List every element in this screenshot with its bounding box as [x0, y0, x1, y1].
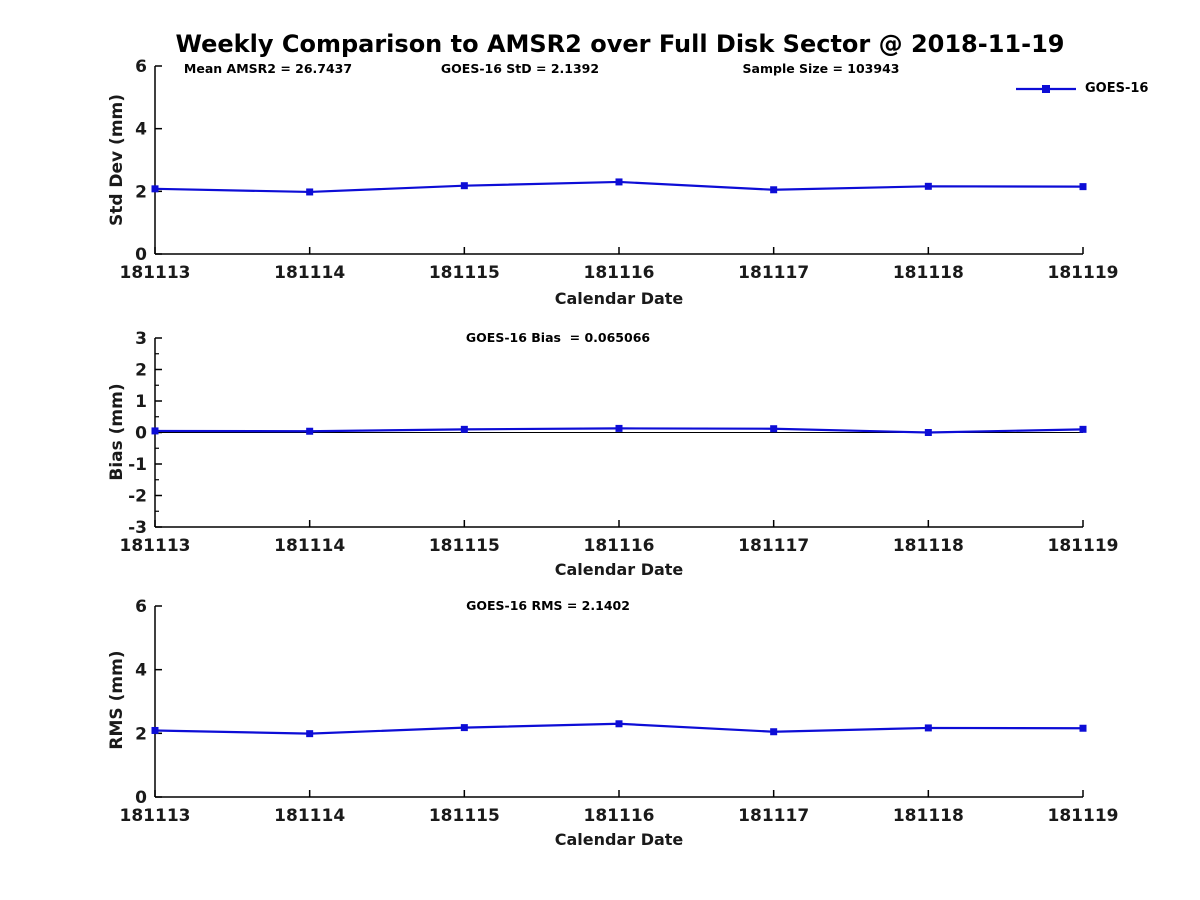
annotation-mean-amsr2: Mean AMSR2 = 26.7437: [183, 61, 353, 76]
x-tick-label: 181115: [429, 263, 500, 283]
data-point-marker: [924, 429, 932, 436]
data-point-marker: [770, 728, 778, 736]
x-tick-label: 181117: [738, 806, 809, 826]
data-point-marker: [770, 186, 778, 194]
x-tick-label: 181116: [584, 263, 655, 283]
data-point-marker: [460, 182, 468, 190]
x-axis-label-1: Calendar Date: [554, 289, 684, 308]
x-tick-label: 181116: [584, 806, 655, 826]
data-point-marker: [615, 424, 623, 432]
x-tick-label: 181115: [429, 536, 500, 556]
x-tick-label: 181114: [274, 806, 345, 826]
y-tick-label: -2: [128, 487, 147, 507]
subplot-3: 0 2 4 6 181113 181114 181115 181116 181117 181118…: [120, 597, 1119, 826]
x-tick-label: 181113: [120, 536, 191, 556]
x-axis-label-3: Calendar Date: [554, 830, 684, 849]
y-tick-label: 3: [135, 329, 147, 349]
data-point-marker: [924, 724, 932, 732]
x-tick-label: 181118: [893, 806, 964, 826]
data-point-marker: [1079, 724, 1087, 732]
x-tick-label: 181114: [274, 536, 345, 556]
data-point-marker: [1079, 183, 1087, 191]
legend-line-marker-icon: [1016, 84, 1076, 93]
data-point-marker: [1079, 425, 1087, 433]
y-tick-label: 1: [135, 392, 147, 412]
x-tick-label: 181117: [738, 263, 809, 283]
x-tick-label: 181116: [584, 536, 655, 556]
y-axis-label-rms: RMS (mm): [107, 650, 127, 750]
y-tick-label: 2: [135, 361, 147, 381]
x-tick-label: 181115: [429, 806, 500, 826]
y-tick-label: 2: [135, 182, 147, 202]
y-tick-label: 0: [135, 788, 147, 808]
subplot-1: 0 2 4 6 181113 181114 181115 181116 181117 181118…: [120, 57, 1119, 283]
x-tick-label: 181113: [120, 263, 191, 283]
annotation-sample-size: Sample Size = 103943: [742, 61, 900, 76]
data-point-marker: [770, 425, 778, 433]
data-point-marker: [306, 188, 314, 196]
x-tick-label: 181114: [274, 263, 345, 283]
data-point-marker: [306, 427, 314, 435]
legend-label: GOES-16: [1085, 81, 1149, 96]
x-tick-label: 181119: [1048, 536, 1119, 556]
y-tick-label: 2: [135, 724, 147, 744]
data-point-marker: [306, 730, 314, 738]
annotation-goes16-bias: GOES-16 Bias = 0.065066: [465, 330, 651, 345]
data-point-marker: [924, 182, 932, 190]
y-tick-label: 4: [135, 661, 147, 681]
y-tick-label: 4: [135, 120, 147, 140]
x-tick-label: 181118: [893, 263, 964, 283]
x-axis-label-2: Calendar Date: [554, 560, 684, 579]
y-tick-label: 6: [135, 597, 147, 617]
x-tick-label: 181117: [738, 536, 809, 556]
y-tick-label: 0: [135, 424, 147, 444]
data-point-marker: [615, 720, 623, 728]
data-point-marker: [460, 724, 468, 732]
data-point-marker: [151, 185, 159, 193]
data-point-marker: [615, 178, 623, 186]
y-tick-label: -3: [128, 518, 147, 538]
y-tick-label: 6: [135, 57, 147, 77]
annotation-goes16-std: GOES-16 StD = 2.1392: [440, 61, 600, 76]
y-axis-label-bias: Bias (mm): [107, 383, 127, 481]
data-point-marker: [460, 425, 468, 433]
x-tick-label: 181118: [893, 536, 964, 556]
y-tick-label: 0: [135, 245, 147, 265]
x-tick-label: 181119: [1048, 263, 1119, 283]
x-tick-label: 181119: [1048, 806, 1119, 826]
legend: GOES-16: [1015, 81, 1148, 96]
figure-title: Weekly Comparison to AMSR2 over Full Dis…: [175, 30, 1065, 58]
data-point-marker: [151, 427, 159, 435]
y-tick-label: -1: [128, 455, 147, 475]
data-point-marker: [151, 726, 159, 734]
annotation-goes16-rms: GOES-16 RMS = 2.1402: [466, 598, 630, 613]
x-tick-label: 181113: [120, 806, 191, 826]
y-axis-label-std-dev: Std Dev (mm): [107, 93, 127, 227]
